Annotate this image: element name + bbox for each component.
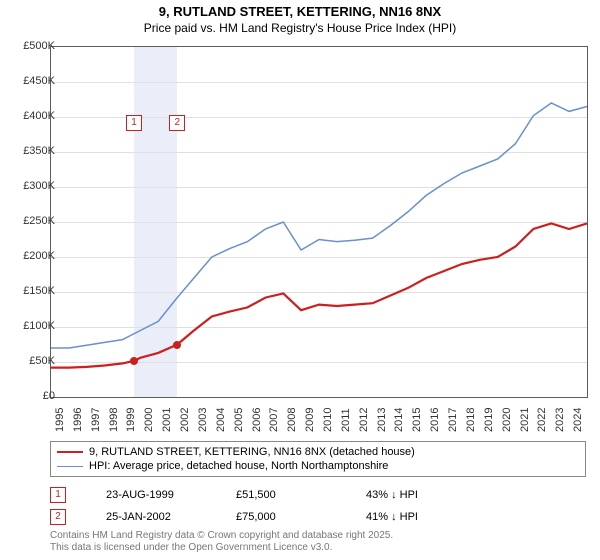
x-axis-label: 2001 xyxy=(161,408,173,432)
event-delta: 43% ↓ HPI xyxy=(366,489,456,501)
x-axis-label: 2011 xyxy=(340,408,352,432)
event-date: 25-JAN-2002 xyxy=(106,511,196,523)
x-axis-label: 2000 xyxy=(143,408,155,432)
y-axis-label: £250K xyxy=(5,215,55,227)
legend-item: HPI: Average price, detached house, Nort… xyxy=(57,459,579,473)
x-axis-label: 2016 xyxy=(429,408,441,432)
x-axis-label: 2023 xyxy=(554,408,566,432)
x-axis-label: 1998 xyxy=(108,408,120,432)
y-axis-label: £500K xyxy=(5,40,55,52)
chart-subtitle: Price paid vs. HM Land Registry's House … xyxy=(0,21,600,37)
x-axis-label: 2010 xyxy=(322,408,334,432)
y-axis-label: £150K xyxy=(5,285,55,297)
marker-dot xyxy=(173,341,181,349)
marker-index-box: 1 xyxy=(126,115,142,131)
x-axis-label: 2017 xyxy=(447,408,459,432)
series-hpi xyxy=(51,103,587,348)
x-axis-label: 2021 xyxy=(519,408,531,432)
x-axis-label: 2015 xyxy=(411,408,423,432)
y-axis-label: £400K xyxy=(5,110,55,122)
event-index-box: 2 xyxy=(50,509,66,525)
event-price: £75,000 xyxy=(236,511,326,523)
event-delta: 41% ↓ HPI xyxy=(366,511,456,523)
x-axis-label: 2003 xyxy=(197,408,209,432)
series-price_paid xyxy=(51,223,587,367)
x-axis-label: 2014 xyxy=(393,408,405,432)
y-axis-label: £0 xyxy=(5,390,55,402)
x-axis-label: 2006 xyxy=(251,408,263,432)
legend-item: 9, RUTLAND STREET, KETTERING, NN16 8NX (… xyxy=(57,445,579,459)
legend-swatch xyxy=(57,451,83,453)
x-axis-label: 2022 xyxy=(536,408,548,432)
legend-label: HPI: Average price, detached house, Nort… xyxy=(89,460,388,472)
chart-plot-area: 12 xyxy=(50,46,588,398)
x-axis-label: 2008 xyxy=(286,408,298,432)
y-axis-label: £50K xyxy=(5,355,55,367)
x-axis-label: 2018 xyxy=(465,408,477,432)
x-axis-label: 2002 xyxy=(179,408,191,432)
marker-dot xyxy=(130,357,138,365)
x-axis-label: 2024 xyxy=(572,408,584,432)
legend-label: 9, RUTLAND STREET, KETTERING, NN16 8NX (… xyxy=(89,446,415,458)
y-axis-label: £300K xyxy=(5,180,55,192)
x-axis-label: 1999 xyxy=(125,408,137,432)
y-axis-label: £350K xyxy=(5,145,55,157)
x-axis-label: 2013 xyxy=(376,408,388,432)
x-axis-label: 1997 xyxy=(90,408,102,432)
x-axis-label: 2005 xyxy=(233,408,245,432)
event-date: 23-AUG-1999 xyxy=(106,489,196,501)
footer-line-1: Contains HM Land Registry data © Crown c… xyxy=(50,530,393,542)
legend-swatch xyxy=(57,466,83,467)
event-table: 1 23-AUG-1999 £51,500 43% ↓ HPI 2 25-JAN-2002… xyxy=(50,484,586,528)
x-axis-label: 2019 xyxy=(483,408,495,432)
x-axis-label: 1996 xyxy=(72,408,84,432)
marker-index-box: 2 xyxy=(169,115,185,131)
y-axis-label: £200K xyxy=(5,250,55,262)
chart-footer: Contains HM Land Registry data © Crown c… xyxy=(50,530,393,554)
event-index-box: 1 xyxy=(50,487,66,503)
event-row: 2 25-JAN-2002 £75,000 41% ↓ HPI xyxy=(50,506,586,528)
x-axis-label: 2012 xyxy=(358,408,370,432)
chart-legend: 9, RUTLAND STREET, KETTERING, NN16 8NX (… xyxy=(50,441,586,477)
chart-title: 9, RUTLAND STREET, KETTERING, NN16 8NX xyxy=(0,4,600,21)
y-axis-label: £450K xyxy=(5,75,55,87)
footer-line-2: This data is licensed under the Open Gov… xyxy=(50,542,393,554)
x-axis-label: 1995 xyxy=(54,408,66,432)
event-price: £51,500 xyxy=(236,489,326,501)
x-axis-label: 2020 xyxy=(501,408,513,432)
x-axis-label: 2004 xyxy=(215,408,227,432)
x-axis-label: 2007 xyxy=(268,408,280,432)
y-axis-label: £100K xyxy=(5,320,55,332)
x-axis-label: 2009 xyxy=(304,408,316,432)
chart-lines xyxy=(51,47,587,397)
chart-title-block: 9, RUTLAND STREET, KETTERING, NN16 8NX P… xyxy=(0,0,600,36)
event-row: 1 23-AUG-1999 £51,500 43% ↓ HPI xyxy=(50,484,586,506)
